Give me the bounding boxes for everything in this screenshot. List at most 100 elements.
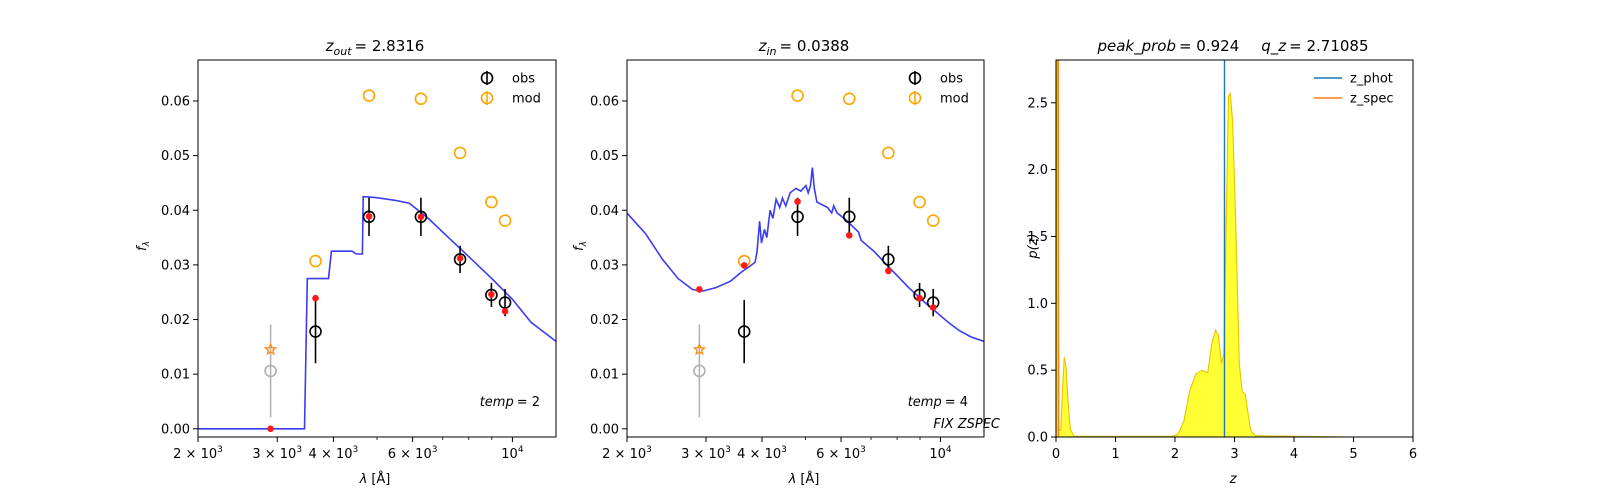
obs-point: [485, 288, 498, 302]
x-tick-label: 6 × 103: [388, 445, 438, 462]
excluded-model-star: [692, 342, 707, 356]
mod-point: [309, 254, 322, 268]
y-tick-label: 0.04: [590, 204, 619, 219]
x-tick-label-exponent: 3: [296, 445, 302, 455]
model-flux-point: [929, 304, 937, 311]
sed-panel-zin: zin = 0.0388 2 × 103 3 × 103 4 × 103 6 × 103…: [572, 37, 1001, 487]
mod-point: [791, 89, 804, 102]
legend-mod-label: mod: [940, 92, 969, 107]
y-tick-label: 0.5: [1027, 364, 1048, 379]
legend-obs-marker: [480, 71, 494, 85]
plot-area: [627, 89, 984, 418]
x-tick-label: 4 × 103: [309, 445, 359, 462]
model-flux-point: [488, 291, 495, 298]
x-tick-label: 3: [1230, 447, 1238, 462]
obs-point: [842, 210, 856, 224]
y-tick-label: 0.06: [161, 94, 190, 109]
x-axis-label: λ [Å]: [788, 471, 820, 487]
legend-obs-label: obs: [940, 72, 963, 87]
model-flux-point: [696, 286, 703, 293]
x-tick-label-mantissa: 4 × 10: [309, 447, 353, 462]
y-tick-label: 0.00: [161, 422, 190, 437]
x-tick-label: 2: [1171, 447, 1179, 462]
y-axis-label: fλ: [572, 241, 589, 251]
model-flux-point: [740, 262, 748, 269]
x-tick-label-mantissa: 3 × 10: [252, 447, 296, 462]
model-flux-point: [794, 198, 801, 205]
mod-point: [453, 146, 467, 160]
pz-panel: peak_prob = 0.924 q_z = 2.71085 0 1 2 3 4 5 6 0.0 0…: [1026, 37, 1417, 487]
x-tick-label-exponent: 3: [725, 445, 731, 455]
x-tick-label: 3 × 103: [681, 445, 731, 462]
legend: z_phot z_spec: [1314, 72, 1394, 107]
x-tick-label: 6: [1409, 447, 1417, 462]
annotation-temp: temp = 2: [480, 395, 540, 410]
legend-mod-label: mod: [512, 92, 541, 107]
mod-point: [485, 195, 498, 209]
x-axis-label: λ [Å]: [359, 471, 391, 487]
x-tick-label: 1: [1111, 447, 1119, 462]
model-flux-point: [885, 267, 892, 275]
y-axis-label: p(z): [1026, 233, 1041, 259]
panel-title: peak_prob = 0.924 q_z = 2.71085: [1096, 37, 1368, 56]
x-tick-label-exponent: 3: [432, 445, 438, 455]
plot-area: [1056, 60, 1354, 437]
legend-z-phot-label: z_phot: [1350, 72, 1393, 87]
y-axis-label: fλ: [135, 241, 152, 251]
panel-title: zin = 0.0388: [758, 37, 850, 58]
x-tick-label: 0: [1052, 447, 1060, 462]
legend-z-spec-label: z_spec: [1350, 92, 1394, 107]
y-tick-label: 0.02: [161, 313, 190, 328]
y-tick-label: 0.02: [590, 313, 619, 328]
x-tick-label-mantissa: 3 × 10: [681, 447, 725, 462]
x-tick-label-mantissa: 10: [929, 447, 946, 462]
x-tick-label-mantissa: 4 × 10: [737, 447, 781, 462]
x-tick-label: 6 × 103: [816, 445, 866, 462]
legend-obs-label: obs: [512, 72, 535, 87]
obs-point: [737, 325, 751, 338]
mod-point: [913, 195, 926, 209]
x-tick-label: 2 × 103: [173, 445, 223, 462]
model-flux-point: [916, 294, 923, 302]
obs-point: [362, 210, 376, 224]
y-tick-label: 0.04: [161, 204, 190, 219]
sed-model-curve: [198, 195, 556, 430]
obs-point: [309, 325, 322, 338]
annotation-fix-zspec: FIX ZSPEC: [933, 417, 1001, 432]
obs-point: [882, 253, 895, 266]
y-tick-label: 0.03: [161, 258, 190, 273]
sed-model-curve: [627, 167, 984, 343]
y-tick-label: 0.01: [590, 368, 619, 383]
mod-point: [362, 89, 376, 102]
y-tick-label: 0.0: [1027, 431, 1048, 446]
x-tick-label: 4: [1290, 447, 1298, 462]
obs-point: [791, 210, 804, 224]
x-tick-label-exponent: 3: [860, 445, 866, 455]
model-flux-point: [417, 213, 425, 221]
y-tick-label: 0.05: [590, 149, 619, 164]
annotation-temp: temp = 4: [908, 395, 968, 410]
model-flux-point: [312, 294, 319, 302]
legend-obs-marker: [908, 71, 922, 85]
x-tick-label: 3 × 103: [252, 445, 302, 462]
y-tick-label: 2.0: [1027, 163, 1048, 178]
obs-point: [453, 253, 467, 266]
legend: obs mod: [908, 71, 969, 107]
excluded-model-star: [263, 342, 278, 356]
model-flux-point: [501, 308, 509, 315]
y-tick-label: 0.06: [590, 94, 619, 109]
plot-area: [198, 89, 556, 433]
mod-point: [414, 92, 428, 106]
sed-panel-zout: zout = 2.8316 2 × 103 3 × 103 4 × 103 6 × 10…: [135, 37, 557, 487]
mod-point: [882, 146, 895, 160]
panel-title: zout = 2.8316: [325, 37, 425, 58]
mod-point: [926, 214, 940, 227]
model-flux-point: [267, 425, 274, 433]
y-tick-label: 0.03: [590, 258, 619, 273]
x-tick-label: 104: [501, 445, 524, 462]
y-tick-label: 0.00: [590, 422, 619, 437]
x-tick-label: 4 × 103: [737, 445, 787, 462]
x-tick-label-exponent: 3: [781, 445, 787, 455]
